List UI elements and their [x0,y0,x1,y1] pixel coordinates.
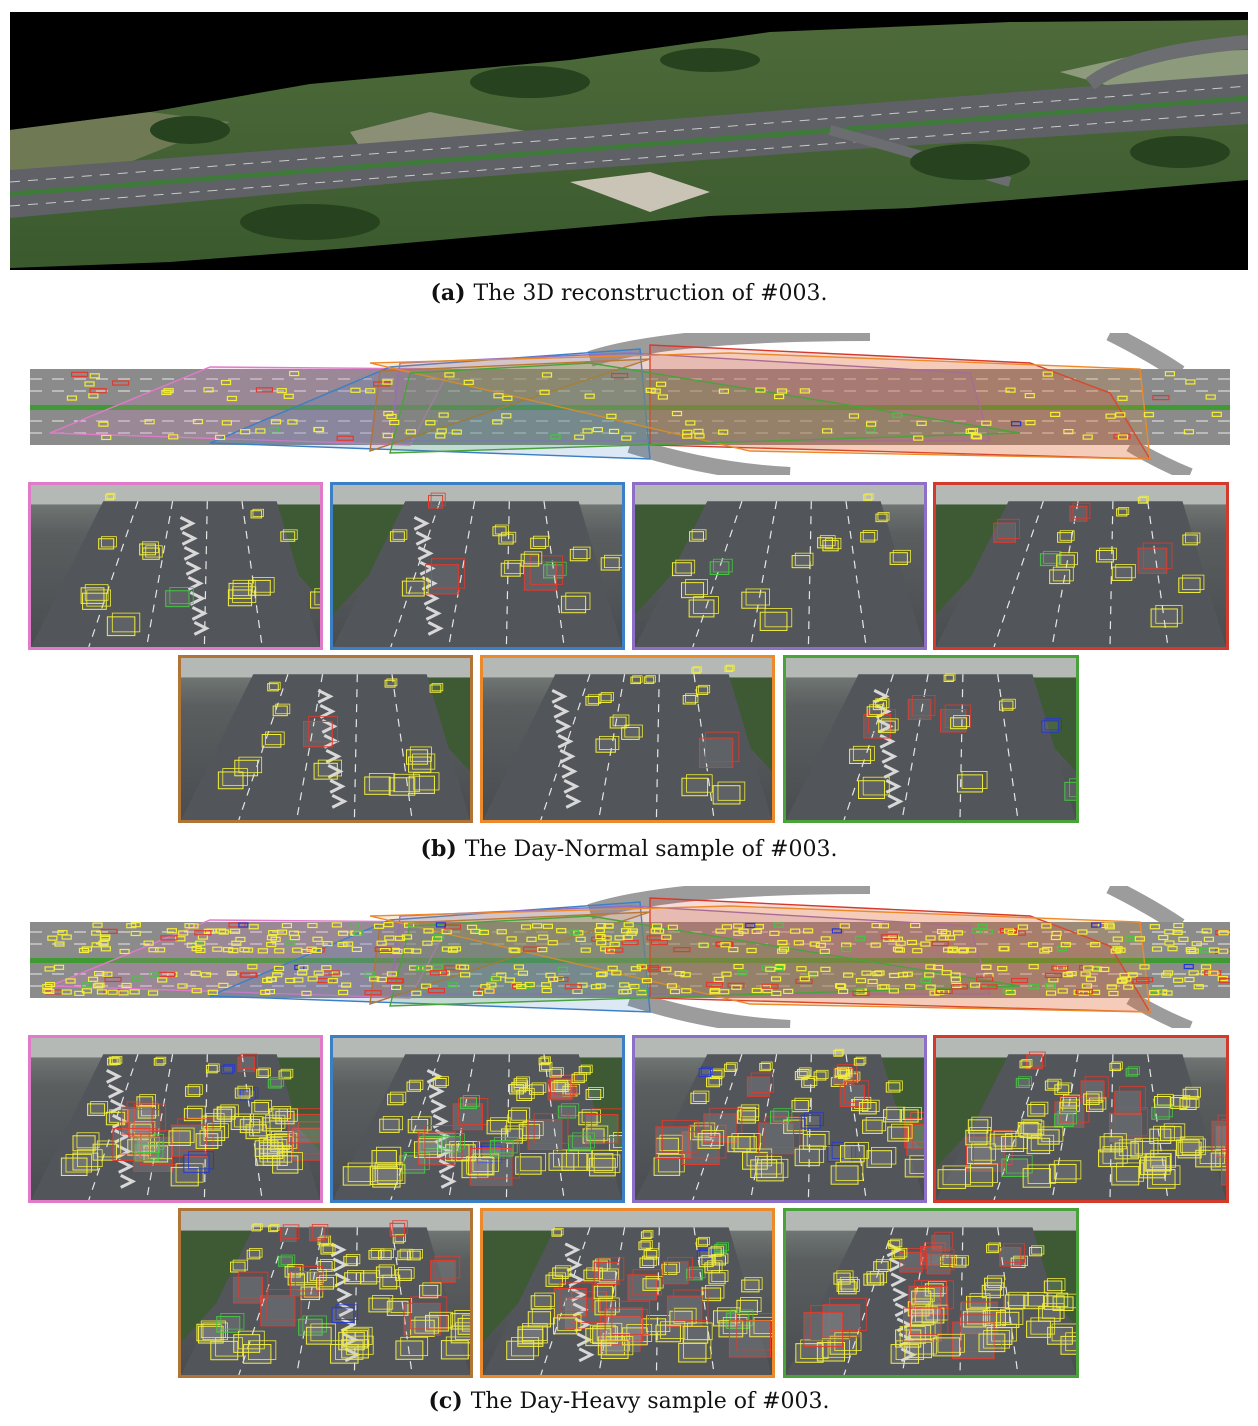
camera-view-normal-7 [783,655,1079,823]
camera-fov-1 [49,919,452,999]
caption-b-label: (b) [420,836,457,862]
camera-view-heavy-3 [632,1035,927,1203]
caption-c: (c) The Day-Heavy sample of #003. [0,1388,1258,1414]
camera-view-normal-6 [480,655,775,823]
bev-map-day-normal [30,333,1230,475]
camera-view-heavy-1 [28,1035,323,1203]
caption-c-text: The Day-Heavy sample of #003. [470,1389,830,1414]
camera-view-heavy-2 [330,1035,625,1203]
caption-a-text: The 3D reconstruction of #003. [473,281,828,306]
bev-map-day-heavy [30,886,1230,1028]
camera-view-normal-3 [632,482,927,650]
caption-a: (a) The 3D reconstruction of #003. [0,280,1258,306]
camera-fov-1 [49,366,452,446]
camera-view-heavy-6 [480,1208,775,1378]
camera-fov-7 [389,362,1021,454]
camera-view-heavy-5 [178,1208,473,1378]
camera-view-normal-4 [933,482,1229,650]
camera-view-normal-5 [178,655,473,823]
reconstruction-3d-image [10,12,1248,270]
caption-b-text: The Day-Normal sample of #003. [464,837,838,862]
caption-b: (b) The Day-Normal sample of #003. [0,836,1258,862]
camera-fov-5 [369,358,651,453]
caption-c-label: (c) [428,1388,463,1414]
camera-view-normal-2 [330,482,625,650]
caption-a-label: (a) [430,280,466,306]
camera-view-heavy-7 [783,1208,1079,1378]
camera-view-heavy-4 [933,1035,1229,1203]
camera-fov-3 [389,352,991,442]
camera-view-normal-1 [28,482,323,650]
